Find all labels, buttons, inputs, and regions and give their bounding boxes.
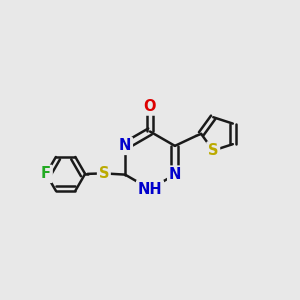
Text: S: S (208, 143, 218, 158)
Text: NH: NH (138, 182, 162, 196)
Text: F: F (41, 167, 51, 182)
Text: S: S (99, 166, 109, 181)
Text: O: O (144, 99, 156, 114)
Text: N: N (169, 167, 181, 182)
Text: N: N (119, 138, 131, 153)
